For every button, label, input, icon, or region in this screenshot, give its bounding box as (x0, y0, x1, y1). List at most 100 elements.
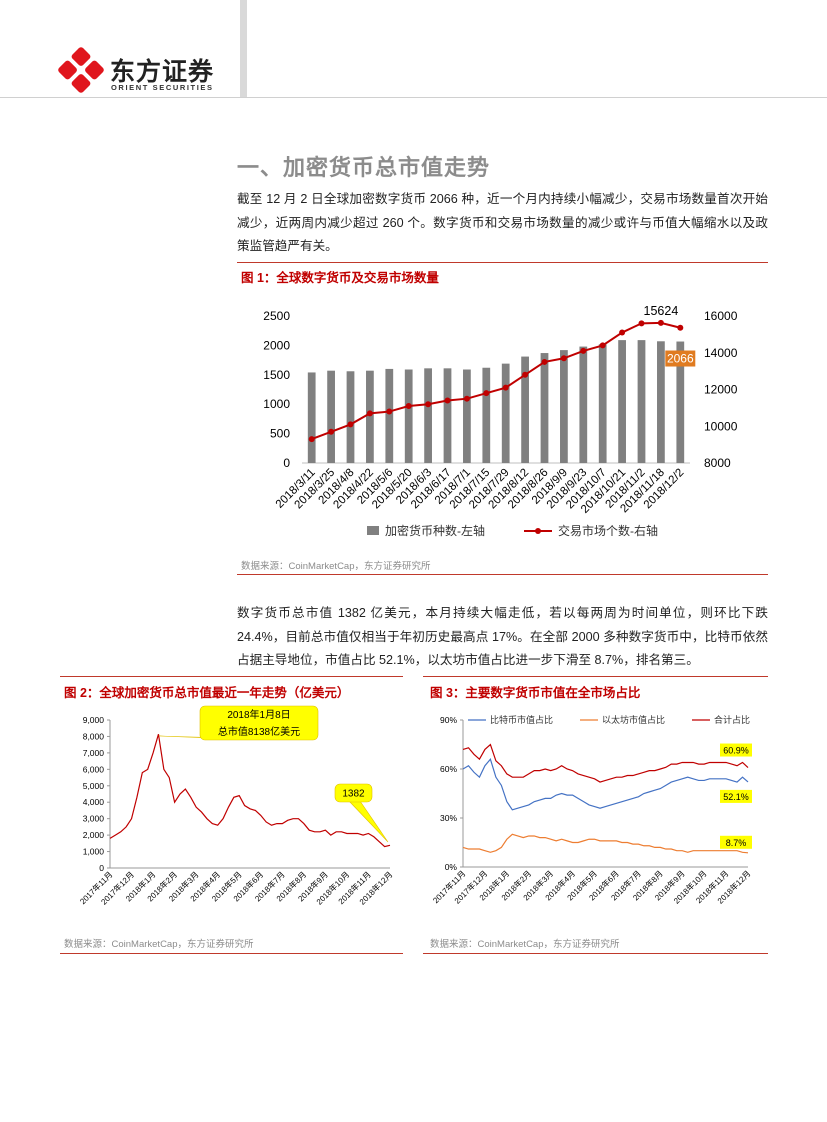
bar (657, 341, 665, 463)
chart: 0 500 1000 1500 2000 2500 8000 10000 12000 14000 1… (263, 304, 738, 538)
header-bar (240, 0, 247, 97)
line (311, 321, 681, 441)
line (462, 833, 749, 854)
bar (618, 340, 626, 463)
y2-tick-label: 16000 (704, 309, 738, 323)
bar (385, 368, 394, 463)
y-tick-label: 500 (270, 427, 290, 441)
y-tick-label: 6,000 (83, 764, 105, 774)
annotation-pointer (348, 800, 389, 843)
line-marker (483, 390, 490, 397)
bar (463, 369, 471, 463)
chart: 0%30%60%90%2017年11月2017年12月2018年1月2018年2… (431, 714, 753, 906)
y-tick-label: 1,000 (83, 847, 105, 857)
logo-mark (58, 47, 104, 93)
y-tick-label: 2500 (263, 309, 290, 323)
y-tick-label: 8,000 (83, 731, 105, 741)
line-marker (541, 358, 548, 365)
y-tick-label: 5,000 (83, 781, 105, 791)
paragraph: 数字货币总市值 1382 亿美元，本月持续大幅走低，若以每两周为时间单位，则环比… (237, 606, 768, 667)
legend-label: 合计占比 (714, 714, 750, 725)
line (462, 757, 749, 811)
line-marker (580, 347, 587, 354)
bar (443, 368, 452, 463)
y2-tick-label: 12000 (704, 383, 738, 397)
annotation-box (334, 783, 373, 803)
y-tick-label: 7,000 (83, 748, 105, 758)
line-marker (308, 436, 315, 443)
caption-rule (423, 676, 768, 677)
legend-swatch (535, 528, 541, 534)
data-label-box (665, 350, 696, 367)
line-marker (657, 319, 664, 326)
bar (676, 341, 685, 463)
line-marker (405, 403, 412, 410)
legend-label: 以太坊市值占比 (602, 714, 665, 725)
y-tick-label: 2,000 (83, 830, 105, 840)
line-marker (619, 329, 626, 336)
line-marker (502, 384, 509, 391)
figure-rule (60, 953, 403, 954)
chart: 0 1,000 2,000 3,000 4,000 5,000 6,000 7,000 8,00… (78, 705, 394, 907)
y-tick-label: 9,000 (83, 715, 105, 725)
legend-label: 加密货币种数-左轴 (385, 523, 485, 538)
y-tick-label: 3,000 (83, 814, 105, 824)
data-label: 60.9% (723, 746, 749, 756)
line-marker (425, 401, 432, 408)
figure-caption: 图 2：全球加密货币总市值最近一年走势（亿美元） (64, 686, 350, 700)
data-label: 2066 (667, 352, 694, 366)
caption-rule (60, 676, 403, 677)
bar (598, 344, 607, 463)
line-marker (328, 428, 335, 435)
annotation-box (199, 705, 319, 741)
figure-source: 数据来源：CoinMarketCap，东方证券研究所 (430, 939, 620, 950)
line-marker (522, 371, 529, 378)
annotation: 1382 (342, 789, 365, 800)
bar (579, 346, 588, 463)
y-tick-label: 0% (445, 862, 458, 872)
y-tick-label: 1000 (263, 397, 290, 411)
bar (346, 371, 355, 463)
line-marker (366, 410, 373, 417)
figure-rule (237, 574, 768, 575)
data-label-box (720, 835, 752, 849)
line (109, 734, 391, 848)
y-tick-label: 60% (440, 764, 457, 774)
y2-tick-label: 8000 (704, 456, 731, 470)
figure-source: 数据来源：CoinMarketCap，东方证券研究所 (241, 561, 431, 572)
bar (521, 356, 529, 463)
figure-caption: 图 1：全球数字货币及交易市场数量 (241, 271, 439, 285)
y-tick-label: 1500 (263, 368, 290, 382)
caption-rule (237, 262, 768, 263)
line-marker (599, 342, 606, 349)
figure-caption: 图 3：主要数字货币市值在全市场占比 (430, 686, 641, 700)
data-label: 15624 (644, 304, 679, 318)
line-marker (560, 355, 567, 362)
line (462, 743, 749, 783)
line-marker (386, 408, 393, 415)
data-label-box (720, 743, 752, 757)
bar (327, 370, 335, 463)
data-label-box (720, 789, 752, 803)
legend-swatch (367, 526, 379, 535)
line-marker (347, 421, 354, 428)
bar (404, 369, 413, 463)
data-label: 52.1% (723, 792, 749, 802)
y2-tick-label: 10000 (704, 419, 738, 433)
y-tick-label: 0 (283, 456, 290, 470)
y2-tick-label: 14000 (704, 346, 738, 360)
bar (540, 353, 549, 463)
y-tick-label: 30% (440, 813, 457, 823)
annotation: 2018年1月8日 (227, 708, 290, 721)
bar (366, 370, 374, 463)
bar (424, 368, 432, 463)
bar (482, 367, 491, 463)
line-marker (463, 395, 470, 402)
section-title: 一、加密货币总市值走势 (237, 155, 491, 180)
y-tick-label: 4,000 (83, 797, 105, 807)
y-tick-label: 0 (99, 863, 104, 873)
legend-label: 比特币市值占比 (490, 714, 553, 725)
figure-source: 数据来源：CoinMarketCap，东方证券研究所 (64, 939, 254, 950)
data-label: 8.7% (726, 838, 747, 848)
y-tick-label: 2000 (263, 338, 290, 352)
